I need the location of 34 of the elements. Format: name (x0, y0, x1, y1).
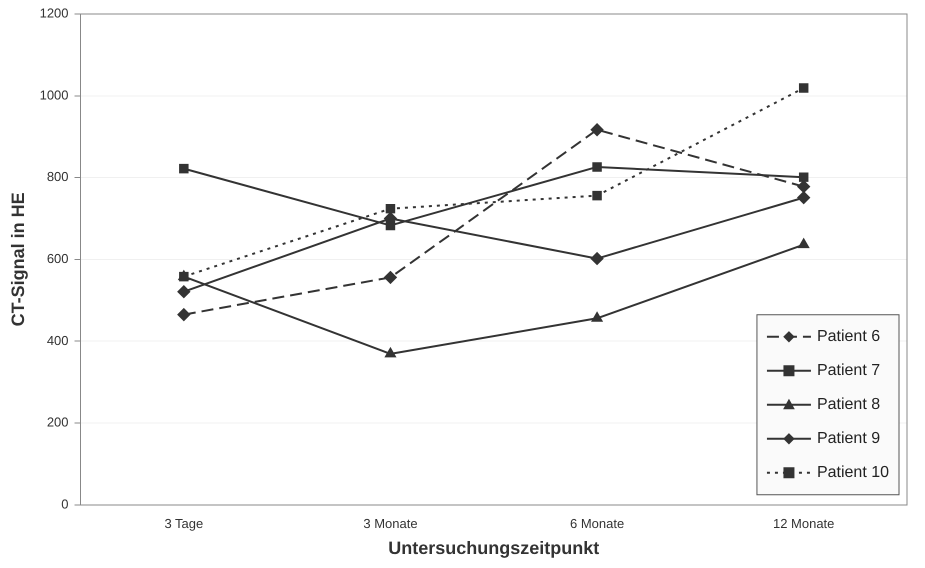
point (798, 83, 808, 93)
y-tick-label: 800 (46, 169, 69, 184)
point (386, 204, 396, 214)
x-tick-label: 3 Tage (164, 516, 204, 532)
y-tick-label: 200 (46, 414, 69, 430)
legend-label: Patient 6 (816, 328, 880, 346)
legend-label: Patient 8 (816, 396, 880, 414)
point (797, 180, 810, 194)
x-tick-label: 3 Monate (363, 516, 418, 532)
point (798, 172, 808, 182)
point (384, 270, 397, 284)
y-tick-label: 1000 (40, 87, 69, 102)
legend-label: Patient 10 (816, 464, 890, 482)
x-axis-title: Untersuchungszeitpunkt (388, 538, 600, 558)
y-axis-title: CT-Signal in HE (8, 192, 28, 326)
x-tick-label: 6 Monate (570, 516, 624, 532)
point (798, 238, 810, 248)
point (590, 123, 604, 136)
point (177, 308, 190, 322)
y-tick-label: 600 (46, 250, 69, 266)
x-tick-label: 12 Monate (772, 516, 834, 532)
point (590, 252, 604, 266)
point (177, 285, 190, 298)
legend-label: Patient 7 (816, 362, 880, 380)
point (179, 164, 189, 174)
y-tick-label: 400 (46, 332, 69, 348)
y-tick-label: 1200 (40, 6, 69, 21)
point (797, 191, 810, 204)
point (592, 162, 602, 172)
legend-label: Patient 9 (816, 430, 880, 448)
point (592, 190, 602, 200)
point (591, 312, 603, 322)
point (384, 347, 396, 358)
y-tick-label: 0 (61, 496, 69, 512)
